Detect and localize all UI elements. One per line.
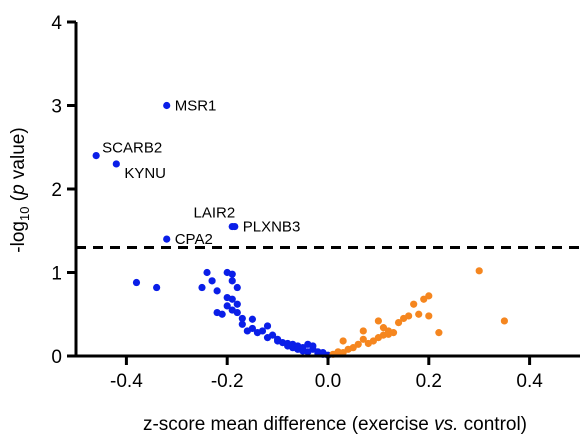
data-point	[233, 300, 241, 308]
data-point	[203, 268, 211, 277]
data-point	[258, 327, 267, 335]
data-point	[389, 329, 398, 337]
axes	[67, 20, 580, 365]
data-point	[263, 322, 272, 330]
data-point	[435, 329, 443, 337]
gene-label: PLXNB3	[243, 219, 301, 236]
data-point	[405, 312, 413, 320]
x-axis-title: z-score mean difference (exercise vs. co…	[143, 414, 527, 435]
y-axis-title-mid: (	[8, 194, 29, 206]
data-point	[309, 342, 317, 350]
data-point	[475, 267, 483, 275]
y-tick-label: 4	[51, 13, 62, 34]
y-axis-title-post: value)	[8, 127, 29, 184]
data-point	[248, 315, 256, 323]
x-axis-title-vs: vs.	[434, 414, 458, 435]
gene-labels: MSR1 SCARB2 KYNU LAIR2 PLXNB3 CPA2	[102, 98, 300, 249]
data-point	[233, 283, 241, 292]
gene-label: KYNU	[124, 165, 166, 182]
data-point	[339, 337, 347, 345]
y-axis-title: -log10 (p value)	[8, 127, 32, 252]
y-tick-label: 0	[51, 347, 62, 368]
labeled-data-point	[163, 101, 171, 110]
x-axis-title-post: control)	[458, 414, 527, 435]
y-axis-title-sub: 10	[17, 207, 32, 221]
y-tick-label: 2	[51, 180, 62, 201]
labeled-data-point	[112, 160, 120, 168]
data-point	[410, 300, 418, 308]
tick-labels: 0 1 2 3 4 -0.4 -0.2 0.0 0.2 0.4	[51, 13, 543, 392]
data-point	[359, 327, 367, 335]
data-point	[233, 308, 241, 317]
data-point	[228, 277, 236, 285]
data-point	[218, 310, 226, 318]
data-point	[238, 314, 246, 323]
x-tick-label: -0.2	[211, 371, 244, 392]
y-axis-title-p: p	[8, 184, 29, 196]
gene-label: LAIR2	[194, 205, 236, 222]
data-point	[213, 287, 221, 295]
data-point	[228, 295, 236, 303]
labeled-data-point	[92, 152, 100, 160]
y-axis-title-pre: -log	[8, 221, 29, 253]
data-point	[208, 277, 216, 285]
x-tick-label: 0.0	[315, 371, 341, 392]
data-point	[425, 292, 433, 300]
labeled-data-point	[231, 222, 239, 231]
data-point	[228, 270, 236, 278]
data-point	[198, 283, 206, 292]
gene-label: CPA2	[175, 231, 213, 248]
data-point	[243, 327, 251, 335]
data-point	[374, 317, 382, 325]
data-point	[415, 310, 423, 318]
data-point	[238, 320, 246, 328]
data-point	[223, 302, 231, 310]
data-point	[132, 278, 141, 287]
data-point	[268, 331, 277, 339]
data-point	[359, 335, 367, 343]
data-point	[153, 283, 161, 292]
x-axis-title-pre: z-score mean difference (exercise	[143, 414, 434, 435]
data-point	[394, 319, 403, 327]
data-point	[500, 317, 508, 325]
x-tick-label: 0.4	[516, 371, 543, 392]
gene-label: SCARB2	[102, 140, 162, 157]
gene-label: MSR1	[175, 98, 217, 115]
y-tick-label: 1	[51, 264, 62, 285]
data-point	[425, 312, 433, 320]
labeled-data-point	[163, 235, 171, 243]
y-tick-label: 3	[51, 97, 62, 118]
data-point	[354, 340, 362, 348]
x-tick-label: -0.4	[110, 371, 143, 392]
x-tick-label: 0.2	[416, 371, 442, 392]
